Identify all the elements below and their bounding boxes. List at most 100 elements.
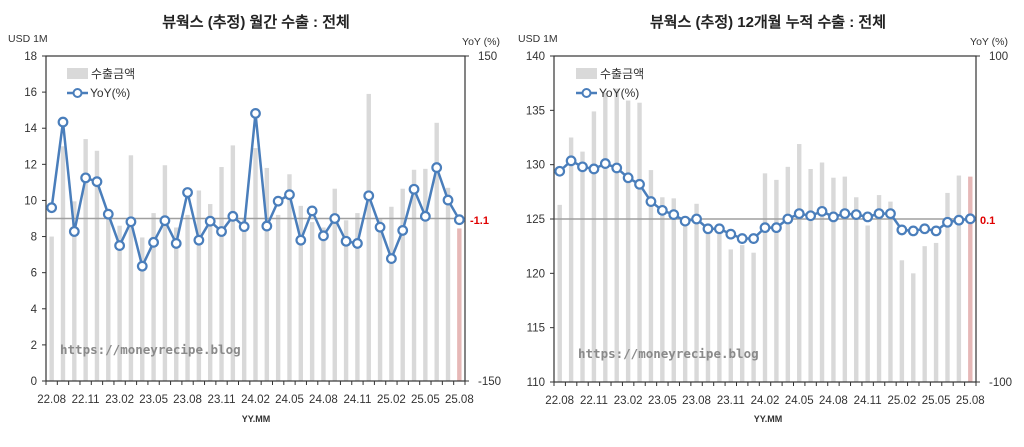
- yoy-point-23.06: [668, 209, 680, 220]
- bar-24.08: [831, 177, 836, 382]
- yoy-point-23.04: [645, 196, 657, 207]
- x-tick-label: 24.02: [751, 395, 780, 407]
- bar-24.05: [797, 144, 802, 382]
- bar-23.05: [660, 197, 665, 382]
- bar-23.12: [230, 145, 236, 381]
- bar-24.03: [264, 167, 270, 381]
- legend-bar-swatch: [67, 68, 88, 79]
- yoy-point-24.02: [759, 222, 771, 234]
- x-axis-title: YY.MM: [242, 414, 271, 424]
- yoy-point-24.09: [329, 213, 341, 224]
- bar-22.08: [557, 204, 562, 382]
- bar-23.11: [728, 249, 733, 382]
- yoy-point-24.09: [839, 208, 851, 220]
- bar-24.02: [762, 173, 768, 382]
- yoy-point-23.07: [170, 238, 182, 249]
- bar-24.09: [842, 176, 848, 382]
- legend-line-marker: [581, 88, 592, 98]
- yoy-point-23.12: [227, 210, 239, 222]
- legend-bar-label: 수출금액: [91, 67, 135, 81]
- yoy-point-24.08: [318, 230, 329, 242]
- bar-23.02: [625, 100, 631, 382]
- yoy-point-23.05: [148, 236, 159, 248]
- y2-axis-title: YoY (%): [462, 36, 500, 48]
- yoy-point-24.04: [782, 213, 794, 225]
- bar-22.10: [72, 201, 77, 381]
- yoy-point-25.07: [442, 194, 454, 206]
- yoy-point-23.10: [204, 215, 216, 227]
- yoy-point-23.06: [159, 215, 171, 227]
- yoy-point-23.07: [679, 215, 691, 227]
- y-tick-label: 16: [24, 87, 37, 99]
- bar-25.04: [922, 246, 927, 382]
- yoy-point-23.04: [136, 260, 148, 272]
- y-tick-label: 110: [527, 377, 545, 389]
- y-tick-label: 12: [24, 159, 37, 171]
- bar-24.01: [751, 252, 756, 382]
- yoy-point-25.06: [431, 162, 443, 173]
- x-tick-label: 23.02: [105, 394, 134, 406]
- bar-23.01: [106, 218, 111, 381]
- y-tick-label: 0: [31, 376, 37, 388]
- x-tick-label: 24.08: [819, 395, 848, 407]
- x-tick-label: 24.05: [275, 394, 304, 406]
- yoy-point-24.11: [862, 211, 874, 223]
- yoy-point-24.02: [250, 108, 261, 119]
- bar-25.02: [389, 206, 394, 381]
- bar-25.05: [423, 168, 428, 381]
- yoy-point-25.06: [942, 216, 953, 228]
- bar-24.11: [865, 225, 870, 382]
- yoy-point-24.06: [805, 210, 817, 222]
- yoy-point-24.03: [771, 222, 782, 234]
- yoy-point-23.03: [125, 216, 137, 228]
- bar-22.08: [49, 236, 54, 381]
- bar-22.12: [603, 92, 608, 383]
- yoy-point-24.10: [850, 209, 862, 220]
- bar-24.07: [819, 162, 825, 382]
- yoy-point-25.04: [919, 223, 931, 235]
- bar-22.09: [60, 146, 66, 381]
- bar-22.09: [568, 137, 574, 382]
- yoy-point-25.02: [896, 224, 908, 236]
- x-tick-label: 25.02: [887, 395, 916, 407]
- x-tick-label: 23.11: [717, 395, 745, 407]
- yoy-point-23.03: [634, 178, 645, 190]
- yoy-point-23.01: [611, 162, 623, 174]
- yoy-point-25.03: [397, 225, 409, 236]
- legend-line-label: YoY(%): [90, 86, 130, 100]
- y-tick-label: 130: [526, 160, 545, 172]
- plot-area: 0 2 4 6 8 10 12 14 16 18 -150 150 22.08 22.11 23.02 23.…: [24, 51, 501, 406]
- bar-24.05: [287, 174, 292, 381]
- last-yoy-label: 0.1: [980, 215, 995, 227]
- yoy-point-25.05: [930, 225, 942, 237]
- yoy-point-23.10: [713, 223, 725, 235]
- yoy-point-23.11: [216, 226, 227, 237]
- y-tick-label: 10: [24, 195, 37, 207]
- yoy-point-22.10: [577, 161, 588, 173]
- yoy-point-23.02: [622, 172, 634, 184]
- x-tick-label: 24.11: [854, 395, 882, 407]
- yoy-point-24.11: [352, 238, 363, 249]
- x-tick-label: 22.08: [545, 395, 574, 407]
- bar-23.10: [717, 229, 722, 382]
- y-tick-label: 6: [31, 268, 37, 280]
- yoy-point-25.03: [907, 225, 919, 237]
- bar-23.07: [174, 227, 179, 381]
- yoy-point-23.01: [102, 208, 114, 220]
- bar-24.04: [275, 214, 281, 381]
- yoy-point-24.12: [873, 208, 885, 220]
- yoy-point-22.11: [80, 172, 92, 184]
- y2-tick-label: 100: [989, 51, 1008, 63]
- bar-23.06: [162, 165, 168, 381]
- x-tick-label: 25.08: [445, 394, 474, 406]
- yoy-point-23.08: [182, 187, 193, 198]
- monthly-export-chart: 0 2 4 6 8 10 12 14 16 18 -150 150 22.08 22.11 23.02 23.…: [8, 13, 501, 424]
- yoy-point-24.05: [793, 208, 805, 220]
- bar-23.12: [739, 245, 745, 382]
- yoy-point-22.08: [554, 165, 566, 177]
- bar-23.02: [117, 225, 122, 381]
- bar-23.04: [140, 237, 145, 381]
- yoy-point-24.06: [295, 234, 307, 246]
- yoy-point-25.02: [385, 253, 397, 264]
- x-tick-label: 23.11: [208, 394, 236, 406]
